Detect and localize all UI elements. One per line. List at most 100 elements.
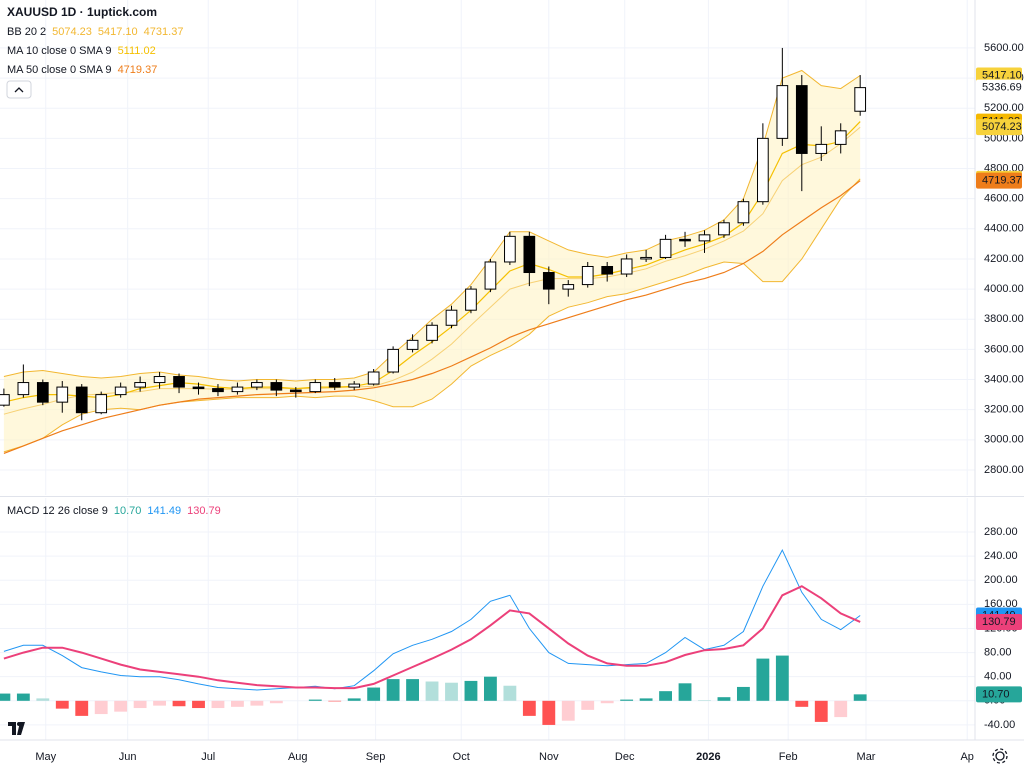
- candle-body: [348, 383, 361, 388]
- candle-body: [153, 376, 166, 384]
- macd-histogram-bar: [717, 697, 731, 701]
- candle-body: [251, 382, 263, 388]
- signal-line: [3, 585, 861, 690]
- macd-histogram-bar: [153, 700, 167, 706]
- macd-histogram-bar: [775, 655, 789, 701]
- macd-histogram-bar: [250, 700, 264, 706]
- macd-histogram-bar: [464, 680, 478, 701]
- candle-body: [718, 222, 730, 236]
- macd-histogram-bar: [36, 698, 50, 701]
- settings-button[interactable]: [992, 748, 1008, 764]
- y-tick-label: 160.00: [984, 598, 1018, 610]
- candle-body: [640, 256, 652, 260]
- y-tick-label: 240.00: [984, 550, 1018, 562]
- macd-histogram-bar: [581, 700, 595, 710]
- macd-histogram-bar: [483, 676, 497, 701]
- candle-body: [95, 394, 108, 414]
- macd-histogram-bar: [736, 686, 750, 701]
- price-badge: [976, 79, 1022, 96]
- x-tick-label: Sep: [366, 751, 386, 763]
- macd-histogram-bar: [386, 679, 400, 701]
- y-tick-label: 200.00: [984, 574, 1018, 586]
- y-tick-label: 4000.00: [984, 283, 1024, 295]
- gear-teeth[interactable]: [992, 748, 1008, 764]
- candle-body: [36, 382, 49, 403]
- price-badge-label: 5074.23: [982, 121, 1022, 133]
- x-tick-label: Jun: [119, 751, 137, 763]
- candle-body: [231, 386, 244, 393]
- collapse-box[interactable]: [6, 80, 32, 99]
- legend-value: 5417.10: [98, 26, 138, 38]
- macd-histogram-bar: [347, 698, 361, 701]
- candle-body: [562, 284, 575, 290]
- macd-histogram-bar: [0, 693, 11, 701]
- legend-name: MA 10 close 0 SMA 9: [7, 45, 112, 57]
- x-tick-label: Mar: [857, 751, 876, 763]
- candle-body: [757, 137, 769, 203]
- gear-center[interactable]: [995, 751, 1005, 761]
- macd-histogram-bar: [795, 700, 809, 707]
- macd-histogram-bar: [561, 700, 575, 721]
- collapse-icon[interactable]: [14, 87, 24, 93]
- legend-value: 4731.37: [144, 26, 184, 38]
- logo-shape[interactable]: [8, 722, 25, 735]
- candle-body: [465, 288, 477, 311]
- candle-body: [484, 261, 497, 290]
- logo-dot[interactable]: [17, 722, 21, 726]
- candle-body: [114, 386, 127, 396]
- price-badge: [976, 686, 1022, 703]
- candle-body: [309, 382, 322, 393]
- macd-histogram-bar: [114, 700, 128, 712]
- y-tick-label: 3600.00: [984, 343, 1024, 355]
- macd-histogram-bar: [678, 683, 692, 701]
- macd-histogram-bar: [698, 700, 711, 701]
- candle-body: [854, 87, 867, 112]
- candle-body: [289, 389, 302, 393]
- candle-body: [523, 235, 536, 274]
- candle-body: [270, 382, 283, 391]
- y-tick-label: 4600.00: [984, 193, 1024, 205]
- macd-histogram-bar: [542, 700, 556, 725]
- price-badge-label: 5417.10: [982, 69, 1022, 81]
- macd-histogram-bar: [814, 700, 828, 722]
- y-tick-label: 5600.00: [984, 42, 1024, 54]
- y-tick-label: 80.00: [984, 646, 1012, 658]
- candle-body: [0, 394, 10, 406]
- candle-body: [815, 143, 828, 154]
- legend-value: 5111.02: [118, 45, 156, 57]
- candle-body: [698, 234, 711, 242]
- price-badge-label: 10.70: [982, 688, 1010, 700]
- macd-histogram-bar: [75, 700, 89, 716]
- legend-value: 10.70: [114, 505, 142, 517]
- macd-histogram-bar: [367, 687, 381, 701]
- y-tick-label: 4200.00: [984, 253, 1024, 265]
- candle-body: [17, 382, 30, 396]
- y-tick-label: 4400.00: [984, 223, 1024, 235]
- collapse-button[interactable]: [6, 80, 32, 99]
- candle-body: [795, 85, 808, 154]
- candle-body: [192, 386, 205, 390]
- macd-histogram-bar: [600, 700, 614, 704]
- price-badge: [976, 613, 1022, 630]
- candle-body: [542, 272, 555, 290]
- price-badge: [976, 172, 1022, 189]
- price-badge: [976, 119, 1022, 136]
- macd-histogram-bar: [133, 700, 147, 709]
- candle-body: [445, 309, 458, 326]
- tv-logo[interactable]: [8, 722, 25, 735]
- legend-name: BB 20 2: [7, 26, 46, 38]
- x-tick-label: Oct: [453, 751, 470, 763]
- x-tick-label: Aug: [288, 751, 308, 763]
- macd-histogram-bar: [172, 700, 186, 707]
- x-tick-label: Jul: [201, 751, 215, 763]
- macd-histogram-bar: [756, 658, 770, 701]
- candle-body: [679, 238, 691, 242]
- candle-body: [173, 376, 185, 388]
- ma-line: [3, 180, 861, 454]
- macd-histogram-bar: [55, 700, 69, 709]
- candle-body: [75, 386, 88, 414]
- x-tick-label: Dec: [615, 751, 635, 763]
- macd-histogram-bar: [834, 700, 848, 718]
- macd-histogram-bar: [211, 700, 225, 709]
